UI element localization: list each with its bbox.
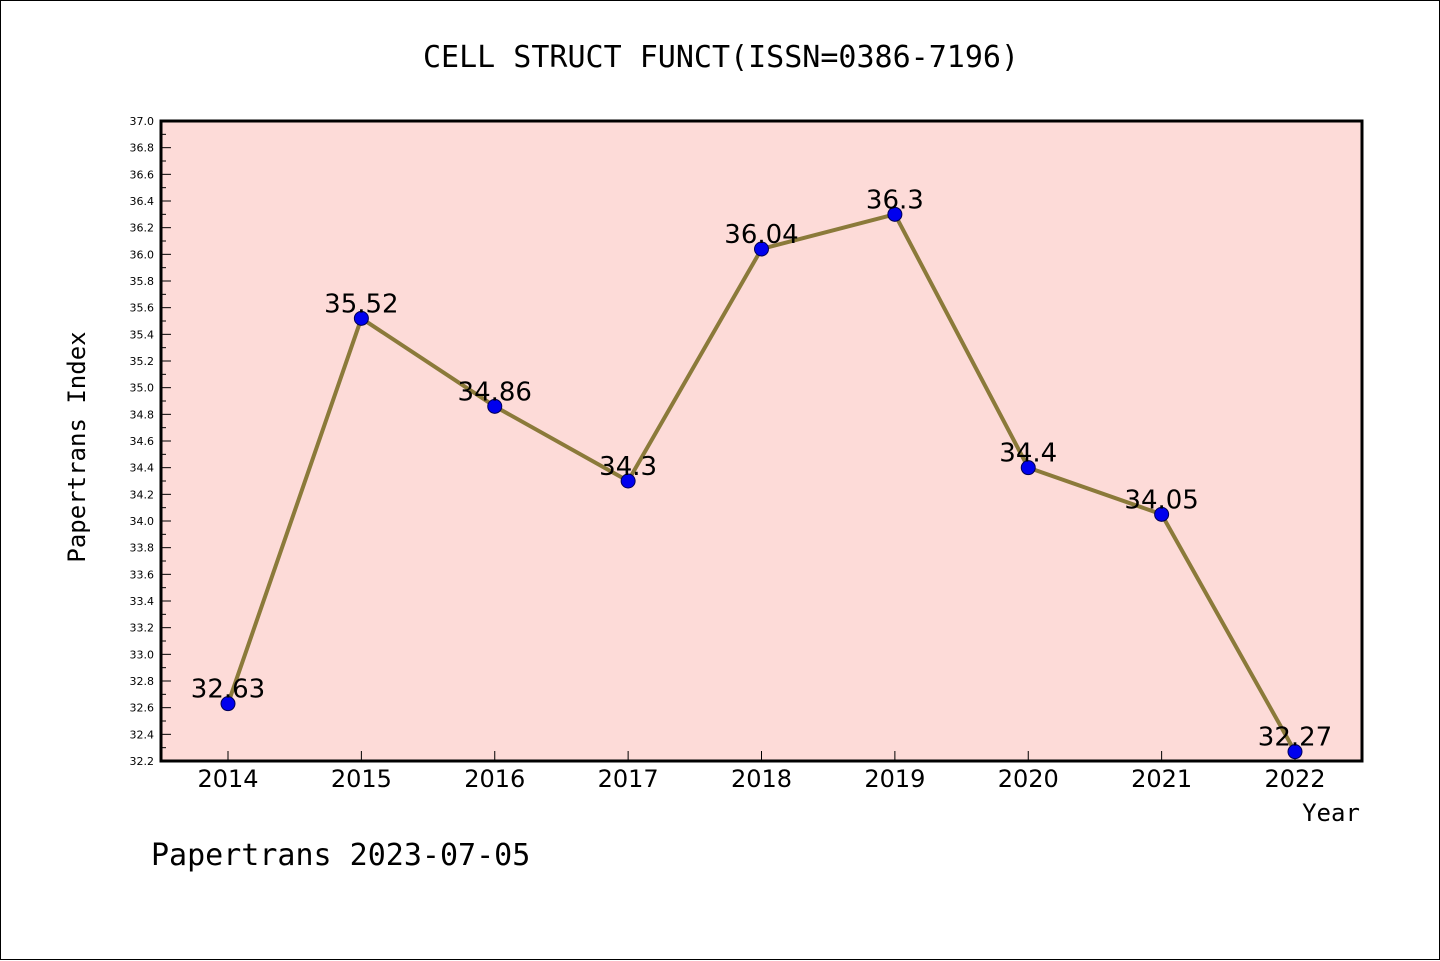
x-tick-label: 2015 bbox=[331, 765, 392, 793]
y-tick-label: 34.2 bbox=[130, 488, 155, 501]
data-point-label: 34.4 bbox=[999, 439, 1057, 469]
data-point-label: 36.04 bbox=[724, 220, 798, 250]
y-tick-label: 36.8 bbox=[130, 142, 155, 155]
x-tick-label: 2016 bbox=[464, 765, 525, 793]
y-tick-label: 33.2 bbox=[130, 622, 155, 635]
data-point-marker bbox=[1020, 460, 1036, 476]
data-point-marker bbox=[754, 241, 769, 257]
data-point-label: 32.63 bbox=[191, 675, 265, 705]
series-markers bbox=[220, 206, 1303, 760]
y-tick-label: 36.0 bbox=[130, 248, 155, 261]
data-point-label: 34.05 bbox=[1124, 485, 1198, 515]
y-tick-label: 34.4 bbox=[130, 462, 155, 475]
x-tick-label: 2022 bbox=[1264, 765, 1325, 793]
data-point-marker bbox=[1154, 506, 1170, 522]
y-tick-label: 35.4 bbox=[130, 328, 155, 341]
y-tick-label: 35.0 bbox=[130, 382, 155, 395]
y-tick-label: 33.0 bbox=[130, 648, 155, 661]
y-tick-label: 35.2 bbox=[130, 355, 155, 368]
y-tick-label: 32.8 bbox=[130, 675, 155, 688]
y-tick-label: 35.8 bbox=[130, 275, 155, 288]
data-point-marker bbox=[487, 398, 503, 414]
y-tick-label: 33.8 bbox=[130, 542, 155, 555]
data-point-marker bbox=[620, 473, 636, 489]
x-axis-title: Year bbox=[1302, 799, 1360, 827]
x-axis-ticks: 2014 2015 2016 2017 2018 2019 2020 2021 2022 bbox=[197, 751, 1326, 793]
data-point-label: 34.86 bbox=[458, 377, 532, 407]
y-tick-label: 32.6 bbox=[130, 702, 155, 715]
plot-border bbox=[159, 119, 1364, 763]
x-tick-label: 2014 bbox=[197, 765, 258, 793]
data-point-marker bbox=[220, 696, 236, 712]
chart-title: CELL STRUCT FUNCT(ISSN=0386-7196) bbox=[423, 40, 1019, 75]
y-tick-label: 33.6 bbox=[130, 568, 155, 581]
y-tick-label: 34.8 bbox=[130, 408, 155, 421]
x-tick-label: 2018 bbox=[731, 765, 792, 793]
y-tick-label: 33.4 bbox=[130, 595, 155, 608]
y-tick-label: 35.6 bbox=[130, 302, 155, 315]
y-axis-title: Papertrans Index bbox=[63, 331, 91, 562]
data-point-label: 36.3 bbox=[866, 185, 924, 215]
y-tick-label: 36.2 bbox=[130, 222, 155, 235]
data-point-label: 34.3 bbox=[599, 452, 657, 482]
x-tick-label: 2019 bbox=[864, 765, 925, 793]
y-tick-label: 34.0 bbox=[130, 515, 155, 528]
y-tick-label: 36.4 bbox=[130, 195, 155, 208]
data-point-marker bbox=[353, 310, 369, 326]
data-point-label: 32.27 bbox=[1258, 723, 1332, 753]
data-point-marker bbox=[887, 206, 903, 222]
y-tick-label: 36.6 bbox=[130, 168, 155, 181]
plot-area bbox=[161, 121, 1362, 761]
x-tick-label: 2020 bbox=[998, 765, 1059, 793]
y-axis-ticks: 32.2 32.4 32.6 32.8 33.0 33.2 33.4 33.6 33.8 34.0… bbox=[130, 115, 171, 768]
data-point-label: 35.52 bbox=[324, 289, 398, 319]
y-tick-label: 34.6 bbox=[130, 435, 155, 448]
y-tick-label: 32.2 bbox=[130, 755, 155, 768]
data-point-marker bbox=[1287, 744, 1303, 760]
footer-date-text: Papertrans 2023-07-05 bbox=[151, 838, 530, 873]
x-tick-label: 2017 bbox=[598, 765, 659, 793]
x-tick-label: 2021 bbox=[1131, 765, 1192, 793]
y-tick-label: 32.4 bbox=[130, 728, 155, 741]
y-tick-label: 37.0 bbox=[130, 115, 155, 128]
data-labels: 32.63 35.52 34.86 34.3 36.04 36.3 34.4 34.05 32.… bbox=[191, 185, 1332, 752]
